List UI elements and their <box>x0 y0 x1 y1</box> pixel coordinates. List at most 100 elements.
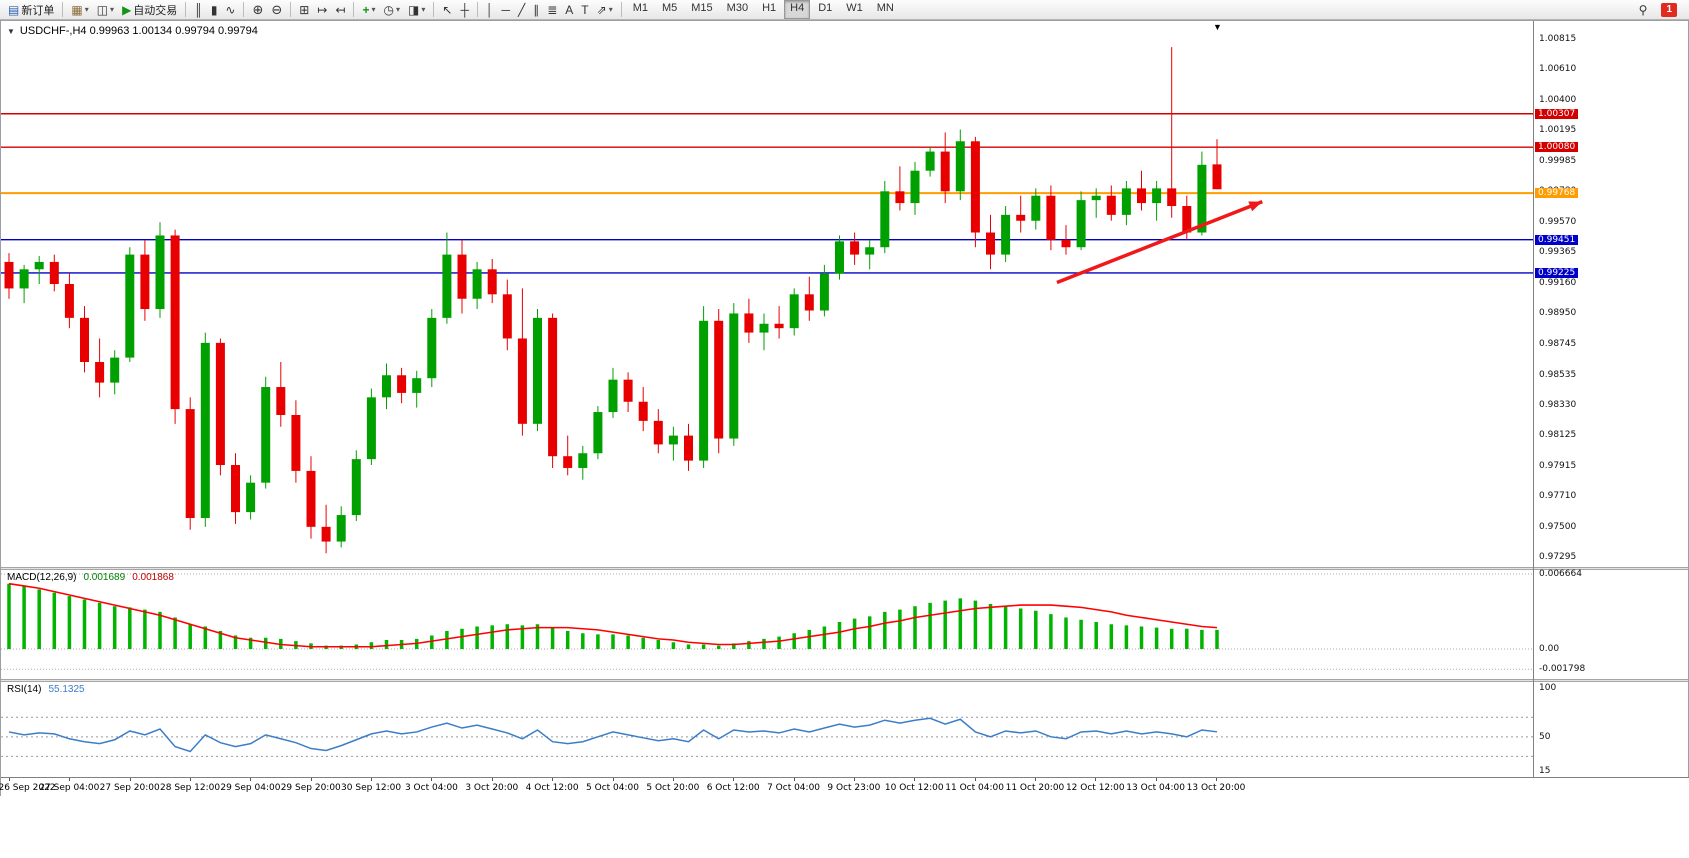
time-axis-tick <box>310 778 312 781</box>
price-axis-label: 0.98950 <box>1539 308 1577 319</box>
price-axis[interactable]: 1.00815 1.00610 1.00400 1.00195 0.99985 0.997… <box>1533 21 1689 777</box>
chart-shift-marker[interactable]: ▼ <box>1213 22 1222 32</box>
text-icon: A <box>565 2 574 17</box>
toolbar-separator <box>433 2 435 17</box>
line-chart-button[interactable]: ∿ <box>221 0 239 19</box>
chevron-down-icon: ▾ <box>84 5 89 14</box>
time-axis-label: 28 Sep 12:00 <box>160 783 221 793</box>
arrows-icon: ⇗ <box>596 2 607 17</box>
bar-chart-button[interactable]: ║ <box>190 0 207 19</box>
macd-canvas[interactable] <box>1 570 1534 679</box>
channel-button[interactable]: ∥ <box>529 0 543 19</box>
timeframe-button-m1[interactable]: M1 <box>632 2 648 14</box>
time-axis-tick <box>491 778 493 781</box>
timeframe-button-h4[interactable]: H4 <box>784 0 811 19</box>
vertical-line-button[interactable]: │ <box>482 0 498 19</box>
text-button[interactable]: A <box>561 0 577 19</box>
price-tag-resistance: 1.00080 <box>1535 142 1579 153</box>
rsi-axis-label: 50 <box>1539 731 1551 742</box>
time-axis-tick <box>1216 778 1217 781</box>
new-order-button[interactable]: ▤ 新订单 <box>4 0 58 19</box>
autotrading-button[interactable]: ▶ 自动交易 <box>118 0 181 19</box>
time-axis-label: 11 Oct 04:00 <box>945 783 1004 793</box>
chart-shift-icon: ↤ <box>335 2 346 17</box>
rsi-axis-label: 100 <box>1539 683 1557 693</box>
trendline-button[interactable]: ╱ <box>514 0 529 19</box>
time-axis[interactable]: 26 Sep 2022 27 Sep 04:00 27 Sep 20:00 28 Se… <box>0 777 1689 796</box>
timeframe-button-m5[interactable]: M5 <box>661 2 678 14</box>
zoom-in-button[interactable]: ⊕ <box>248 0 267 19</box>
price-axis-label: 0.97915 <box>1539 460 1577 471</box>
label-button[interactable]: T <box>577 0 592 19</box>
price-axis-label: 1.00195 <box>1539 125 1577 136</box>
chevron-down-icon: ▾ <box>110 5 115 14</box>
time-axis-tick <box>793 778 795 781</box>
timeframe-button-h1[interactable]: H1 <box>762 2 777 14</box>
time-axis-label: 27 Sep 20:00 <box>99 783 160 793</box>
auto-scroll-button[interactable]: ↦ <box>313 0 331 19</box>
arrows-button[interactable]: ⇗ ▾ <box>593 0 617 19</box>
price-tag-support: 0.99225 <box>1535 267 1579 278</box>
macd-label: MACD(12,26,9) 0.001689 0.001868 <box>7 572 174 583</box>
chevron-down-icon: ▾ <box>396 5 401 14</box>
rsi-canvas[interactable] <box>1 682 1534 777</box>
collapse-icon[interactable]: ▼ <box>7 26 15 36</box>
timeframe-button-m15[interactable]: M15 <box>691 2 713 14</box>
templates-button[interactable]: ◨ ▾ <box>404 0 429 19</box>
price-axis-label: 1.00815 <box>1539 34 1577 44</box>
zoom-in-icon: ⊕ <box>252 1 264 17</box>
time-axis-label: 4 Oct 12:00 <box>525 783 579 793</box>
candlestick-button[interactable]: ▮ <box>207 0 222 19</box>
time-axis-tick <box>9 778 10 781</box>
time-axis-label: 7 Oct 04:00 <box>767 783 821 793</box>
search-button[interactable]: ⚲ <box>1635 0 1652 19</box>
timeframe-button-m30[interactable]: M30 <box>726 2 749 14</box>
chart-shift-button[interactable]: ↤ <box>331 0 349 19</box>
zoom-out-button[interactable]: ⊖ <box>267 0 286 19</box>
time-axis-tick <box>1095 778 1097 781</box>
macd-main-value: 0.001689 <box>83 572 126 583</box>
vertical-line-icon: │ <box>485 2 494 17</box>
time-axis-label: 5 Oct 04:00 <box>586 783 639 793</box>
main-chart-canvas[interactable] <box>1 23 1534 567</box>
rsi-label: RSI(14) 55.1325 <box>7 684 85 695</box>
label-icon: T <box>581 2 589 17</box>
profiles-button[interactable]: ◫ ▾ <box>93 0 118 19</box>
time-axis-label: 10 Oct 12:00 <box>884 783 944 793</box>
toolbar-separator <box>353 2 355 17</box>
time-axis-label: 6 Oct 12:00 <box>706 783 760 793</box>
rsi-name: RSI(14) <box>7 684 42 695</box>
notification-badge[interactable]: 1 <box>1661 2 1677 17</box>
horizontal-line-button[interactable]: ─ <box>497 0 514 19</box>
panel-separator[interactable] <box>1 567 1688 570</box>
time-axis-tick <box>733 778 735 781</box>
price-axis-label: 0.99160 <box>1539 277 1577 288</box>
search-icon: ⚲ <box>1638 2 1648 17</box>
timeframe-button-w1[interactable]: W1 <box>846 2 863 14</box>
price-tag-support: 0.99451 <box>1535 234 1579 245</box>
time-axis-label: 3 Oct 04:00 <box>404 783 458 793</box>
timeframe-button-d1[interactable]: D1 <box>818 2 833 14</box>
fibonacci-button[interactable]: ≣ <box>543 0 561 19</box>
price-axis-label: 0.97500 <box>1539 521 1577 532</box>
cursor-icon: ↖ <box>442 2 453 17</box>
periods-button[interactable]: ◷ ▾ <box>380 0 405 19</box>
macd-name: MACD(12,26,9) <box>7 572 77 583</box>
auto-scroll-icon: ↦ <box>317 2 328 17</box>
rsi-axis-label: 15 <box>1539 766 1551 776</box>
price-axis-label: 0.98125 <box>1539 429 1577 440</box>
macd-axis-label: 0.006664 <box>1539 569 1582 579</box>
tile-windows-button[interactable]: ⊞ <box>295 0 313 19</box>
indicators-button[interactable]: + ▾ <box>358 0 379 19</box>
timeframe-button-mn[interactable]: MN <box>876 2 894 14</box>
crosshair-button[interactable]: ┼ <box>456 0 473 19</box>
cursor-button[interactable]: ↖ <box>438 0 456 19</box>
price-axis-label: 0.99985 <box>1539 156 1577 167</box>
periods-icon: ◷ <box>383 2 394 17</box>
line-chart-icon: ∿ <box>225 2 236 17</box>
time-axis-label: 26 Sep 2022 <box>0 783 56 793</box>
panel-separator[interactable] <box>1 679 1688 682</box>
price-axis-label: 0.97295 <box>1539 552 1577 562</box>
time-axis-tick <box>69 778 71 781</box>
charts-button[interactable]: ▦ ▾ <box>67 0 92 19</box>
